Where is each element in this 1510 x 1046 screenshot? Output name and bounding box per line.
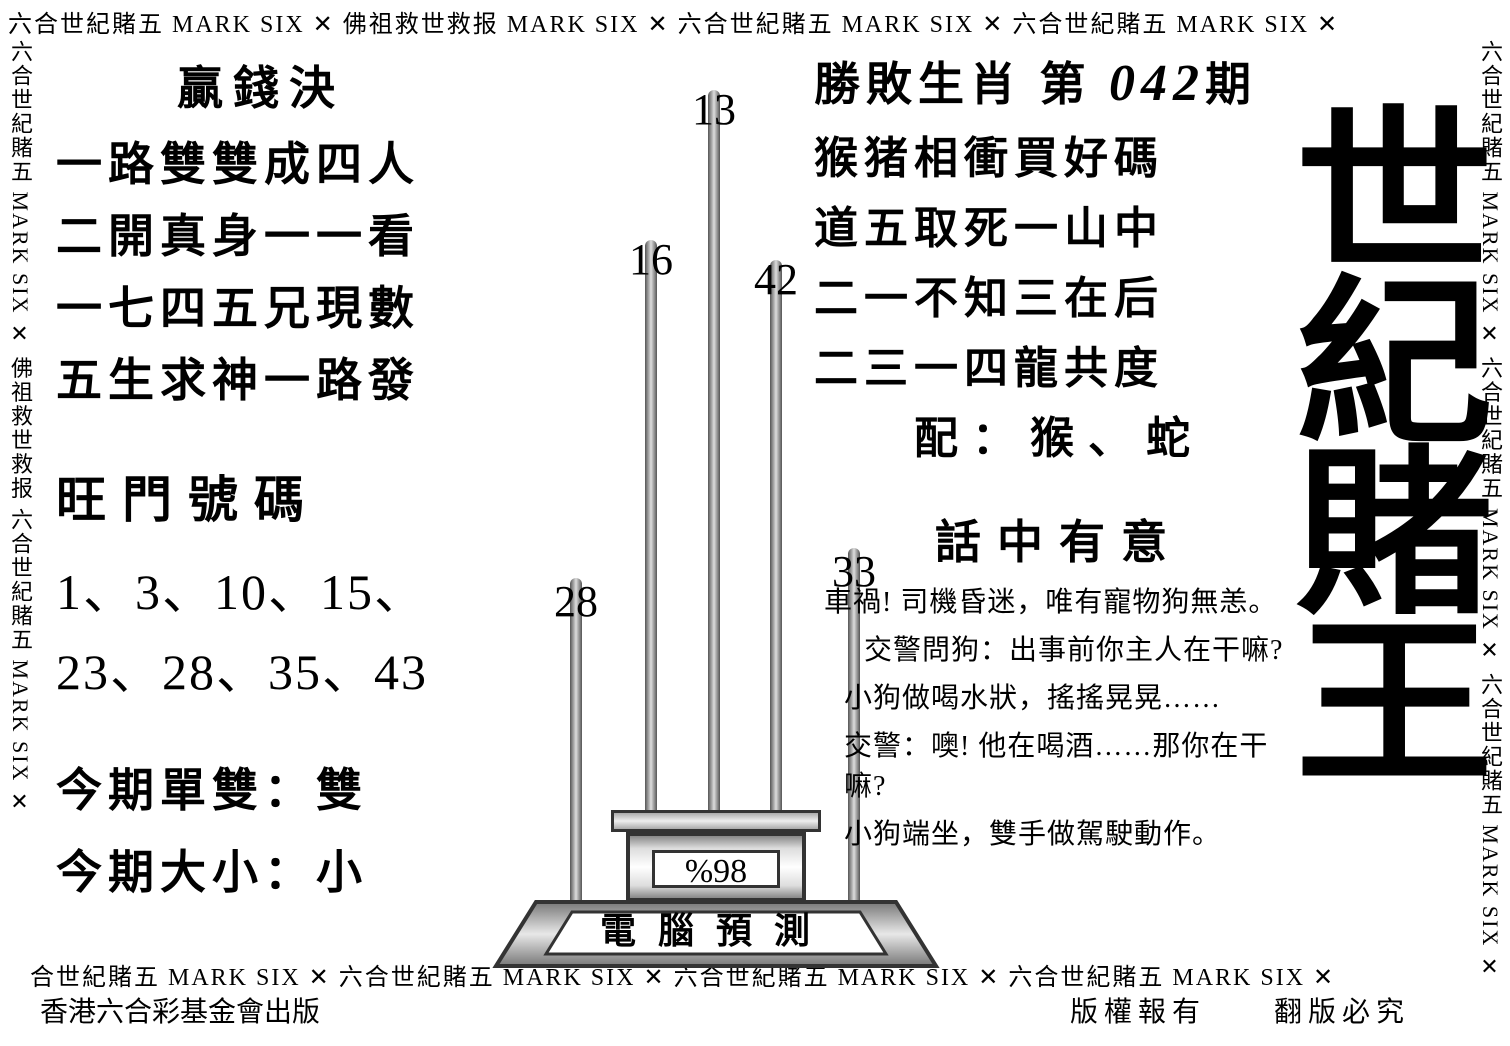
zodiac-label: 勝敗生肖 第 (814, 59, 1092, 110)
pedestal: %98 (626, 832, 806, 902)
win-poem-line-1: 一路雙雙成四人 (56, 128, 466, 194)
matched-zodiac: 配：猴、蛇 (814, 402, 1304, 466)
chart-bar-label-13: 13 (692, 84, 736, 135)
win-poem-title: 贏錢決 (56, 52, 466, 118)
chart-bar-16 (645, 240, 657, 810)
border-left-text: 六合世紀賭五 MARK SIX ✕ 佛祖救世救报 六合世紀賭五 MARK SIX… (4, 40, 36, 970)
story-line-3: 小狗做喝水狀，搖搖晃晃…… (844, 676, 1304, 716)
big-small-pick: 今期大小：小 (56, 836, 466, 902)
right-column: 勝敗生肖 第 042期 猴猪相衝買好碼 道五取死一山中 二一不知三在后 二三一四… (814, 48, 1304, 860)
chart-bar-label-16: 16 (629, 234, 673, 285)
zodiac-poem-line-3: 二一不知三在后 (814, 262, 1304, 326)
hot-numbers-row-1: 1、3、10、15、 (56, 552, 466, 624)
chart-bar-42 (770, 260, 782, 810)
win-poem-line-4: 五生求神一路發 (56, 344, 466, 410)
chart-bar-28 (570, 578, 582, 908)
hot-numbers-title: 旺門號碼 (56, 460, 466, 532)
story-title: 話中有意 (814, 506, 1304, 572)
chart-bar-label-28: 28 (554, 576, 598, 627)
story-line-5: 小狗端坐，雙手做駕駛動作。 (844, 812, 1304, 852)
story-line-2: 交警問狗：出事前你主人在干嘛? (864, 628, 1304, 668)
footer-publisher: 香港六合彩基金會出版 (40, 990, 320, 1030)
accuracy-percent: %98 (652, 850, 780, 888)
chart-bar-label-42: 42 (754, 254, 798, 305)
chart-base-label: 電腦預測 (476, 902, 956, 954)
footer-copyright: 版權報有 翻版必究 (1070, 990, 1410, 1030)
zodiac-poem-line-1: 猴猪相衝買好碼 (814, 122, 1304, 186)
hot-numbers-row-2: 23、28、35、43 (56, 632, 466, 704)
zodiac-poem-line-2: 道五取死一山中 (814, 192, 1304, 256)
story-line-4: 交警：噢! 他在喝酒……那你在干嘛? (844, 724, 1304, 804)
pedestal-cap (611, 810, 821, 832)
chart-bar-13 (708, 90, 720, 810)
win-poem-line-2: 二開真身一一看 (56, 200, 466, 266)
issue-suffix: 期 (1205, 59, 1257, 110)
page-title-vertical: 世紀賭王 (1275, 98, 1473, 778)
border-top-text: 六合世紀賭五 MARK SIX ✕ 佛祖救世救报 MARK SIX ✕ 六合世紀… (0, 4, 1510, 39)
issue-header: 勝敗生肖 第 042期 (814, 48, 1304, 114)
left-column: 贏錢決 一路雙雙成四人 二開真身一一看 一七四五兄現數 五生求神一路發 旺門號碼… (56, 52, 466, 902)
issue-number: 042 (1109, 55, 1205, 112)
odd-even-pick: 今期單雙：雙 (56, 754, 466, 820)
story-line-1: 車禍! 司機昏迷，唯有寵物狗無恙。 (824, 580, 1304, 620)
win-poem-line-3: 一七四五兄現數 (56, 272, 466, 338)
zodiac-poem-line-4: 二三一四龍共度 (814, 332, 1304, 396)
